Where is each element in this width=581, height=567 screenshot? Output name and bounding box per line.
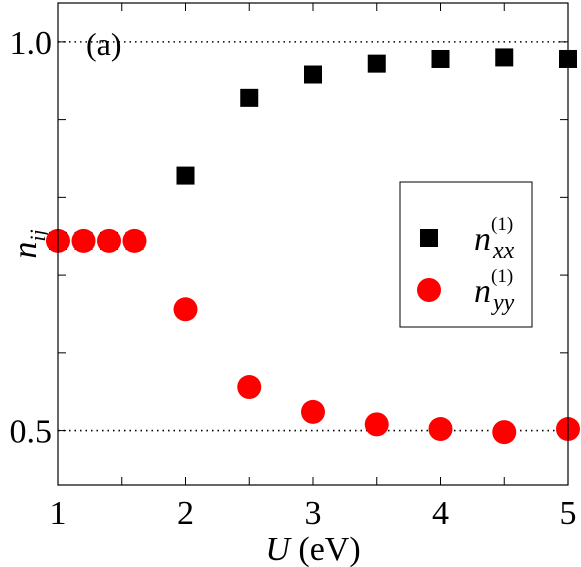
series-0-point-5 <box>240 88 259 107</box>
series-1-point-8 <box>428 417 453 442</box>
legend-marker-1 <box>417 278 441 302</box>
series-1-point-2 <box>97 228 121 253</box>
y-tick-label-0: 0.5 <box>10 414 53 451</box>
panel-label: (a) <box>86 26 122 62</box>
x-axis-title: U (eV) <box>265 531 360 567</box>
legend-marker-0 <box>420 229 438 247</box>
x-tick-label-0: 1 <box>50 495 67 532</box>
legend-label-1: n(1) yy <box>474 266 515 316</box>
x-tick-label-2: 3 <box>305 495 322 532</box>
series-1-point-4 <box>173 297 198 322</box>
legend-box <box>399 181 533 328</box>
x-tick-label-3: 4 <box>432 495 449 532</box>
x-tick-label-4: 5 <box>560 495 577 532</box>
series-1-point-3 <box>122 228 147 253</box>
plot-frame <box>57 2 569 486</box>
series-1-point-1 <box>71 228 96 253</box>
series-1-point-6 <box>301 399 325 424</box>
series-0-point-7 <box>367 54 386 73</box>
series-0-point-8 <box>431 49 450 68</box>
series-0-point-4 <box>176 166 195 185</box>
series-1-point-5 <box>237 375 262 400</box>
x-tick-label-1: 2 <box>177 495 194 532</box>
series-1-point-7 <box>364 412 389 437</box>
series-1-point-9 <box>492 420 517 445</box>
y-tick-label-1: 1.0 <box>10 25 53 62</box>
series-0-point-9 <box>495 48 514 67</box>
legend-label-0: n(1) xx <box>474 214 515 264</box>
y-axis-title: nij <box>7 229 50 258</box>
series-0-point-6 <box>304 65 322 84</box>
